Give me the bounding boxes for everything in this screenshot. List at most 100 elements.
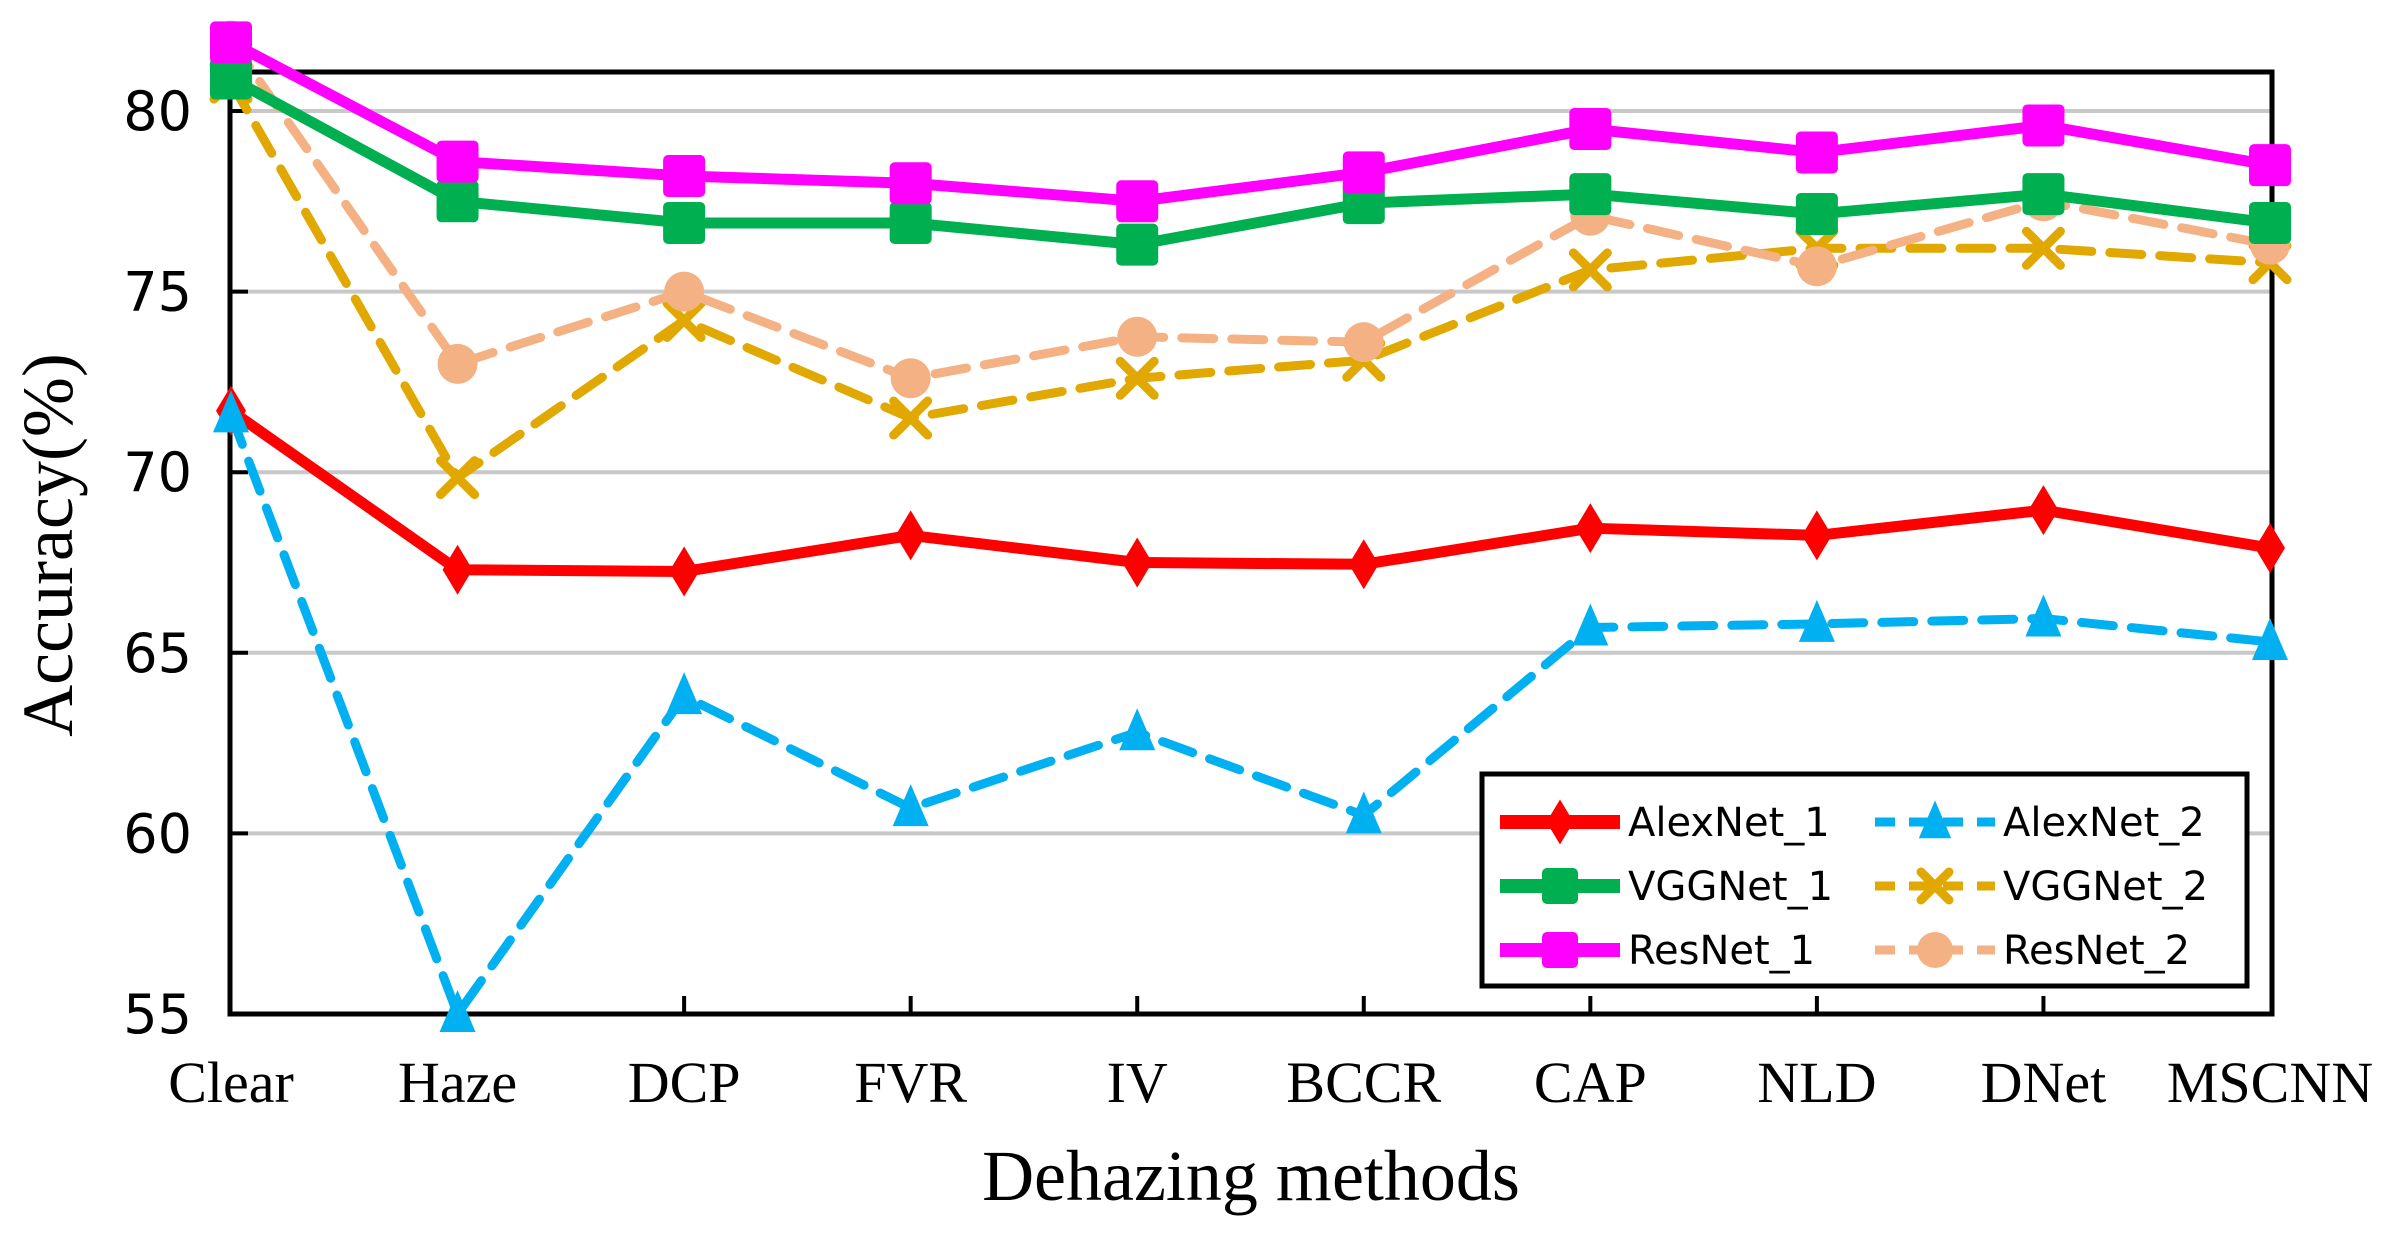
data-point — [1122, 537, 1153, 588]
x-axis-title: Dehazing methods — [982, 1136, 1520, 1216]
legend: AlexNet_1 AlexNet_2 VGGNet_1 VGGNet_2 ResNet… — [1479, 771, 2250, 989]
series-line — [226, 409, 2275, 1019]
data-point — [1116, 223, 1159, 266]
data-point — [436, 180, 479, 223]
legend-marker — [1916, 867, 1954, 905]
data-point — [213, 390, 249, 433]
x-tick-label: DNet — [1981, 1050, 2107, 1115]
y-tick-label: 80 — [123, 80, 192, 143]
data-point — [889, 396, 933, 440]
x-tick-label: MSCNN — [2167, 1050, 2373, 1115]
legend-marker — [1918, 800, 1952, 839]
data-point — [1116, 180, 1159, 223]
y-tick-label: 75 — [123, 261, 192, 324]
series-alexnet-2 — [213, 390, 2288, 1032]
legend-item: AlexNet_2 — [1875, 800, 2205, 846]
data-point — [662, 298, 706, 342]
marker-stroke — [2021, 226, 2065, 270]
series-resnet-1 — [210, 21, 2291, 223]
data-point — [442, 544, 473, 595]
data-point — [1343, 322, 1384, 363]
data-point — [1568, 248, 1612, 292]
data-point — [1348, 539, 1379, 590]
data-point — [889, 162, 932, 205]
data-point — [1575, 503, 1606, 554]
data-point — [1569, 108, 1612, 151]
data-point — [2249, 144, 2291, 187]
y-axis-title: Accuracy(%) — [8, 353, 88, 737]
data-point — [210, 57, 252, 100]
legend-marker — [1542, 868, 1578, 904]
data-point — [890, 358, 931, 399]
marker-stroke — [1115, 356, 1159, 400]
data-point — [1801, 510, 1832, 561]
y-tick-label: 60 — [123, 802, 192, 865]
series-line — [228, 37, 2271, 207]
legend-item: ResNet_1 — [1500, 928, 1815, 974]
x-tick-label: FVR — [854, 1050, 967, 1115]
marker-stroke — [889, 396, 933, 440]
data-point — [1798, 599, 1835, 642]
legend-item: VGGNet_1 — [1500, 864, 1833, 910]
series-group — [209, 20, 2292, 1032]
data-point — [1572, 603, 1609, 646]
data-point — [1569, 173, 1612, 216]
data-point — [437, 343, 478, 384]
x-tick-label: Clear — [168, 1050, 294, 1115]
x-tick-label: NLD — [1757, 1050, 1876, 1115]
data-point — [2252, 617, 2288, 660]
data-point — [895, 510, 926, 561]
data-point — [1342, 151, 1385, 194]
data-point — [2021, 226, 2065, 270]
x-axis-ticks: Clear Haze DCP FVR IV BCCR CAP NLD DNet MSCNN — [168, 996, 2373, 1115]
series-line — [226, 77, 2275, 483]
data-point — [663, 155, 706, 198]
series-alexnet-1 — [216, 385, 2285, 597]
y-tick-label: 70 — [123, 441, 192, 504]
marker-stroke — [1568, 248, 1612, 292]
data-point — [2028, 485, 2059, 536]
data-point — [436, 140, 479, 183]
legend-label: AlexNet_1 — [1628, 800, 1830, 846]
legend-item: ResNet_2 — [1875, 928, 2190, 974]
y-tick-label: 55 — [123, 983, 192, 1046]
x-tick-label: BCCR — [1286, 1050, 1441, 1115]
data-point — [1115, 356, 1159, 400]
data-point — [1795, 131, 1838, 174]
legend-item: VGGNet_2 — [1875, 864, 2208, 910]
data-point — [663, 201, 706, 244]
y-tick-label: 65 — [123, 622, 192, 685]
data-point — [439, 990, 476, 1032]
series-line — [227, 406, 2271, 578]
legend-label: VGGNet_1 — [1628, 864, 1833, 910]
legend-label: AlexNet_2 — [2003, 800, 2205, 846]
legend-label: ResNet_2 — [2003, 928, 2190, 974]
x-tick-label: Haze — [398, 1050, 517, 1115]
data-point — [2025, 594, 2062, 637]
data-point — [436, 456, 480, 500]
data-point — [889, 201, 932, 244]
data-point — [210, 21, 252, 64]
data-point — [669, 546, 700, 597]
marker-stroke — [436, 456, 480, 500]
data-point — [892, 784, 929, 827]
y-axis-ticks: 55 60 65 70 75 80 — [123, 80, 248, 1046]
legend-label: VGGNet_2 — [2003, 864, 2208, 910]
legend-marker — [1917, 932, 1953, 968]
data-point — [666, 672, 703, 715]
data-point — [2022, 104, 2065, 147]
marker-stroke — [662, 298, 706, 342]
data-point — [1345, 791, 1382, 834]
series-vggnet-2 — [209, 60, 2292, 500]
data-point — [1796, 246, 1837, 287]
legend-marker — [1546, 799, 1574, 845]
legend-label: ResNet_1 — [1628, 928, 1815, 974]
data-point — [664, 271, 705, 312]
series-line — [228, 73, 2271, 251]
data-point — [1119, 708, 1156, 751]
data-point — [2255, 523, 2285, 574]
x-tick-label: DCP — [628, 1050, 741, 1115]
data-point — [1795, 192, 1838, 235]
series-line — [226, 36, 2275, 383]
